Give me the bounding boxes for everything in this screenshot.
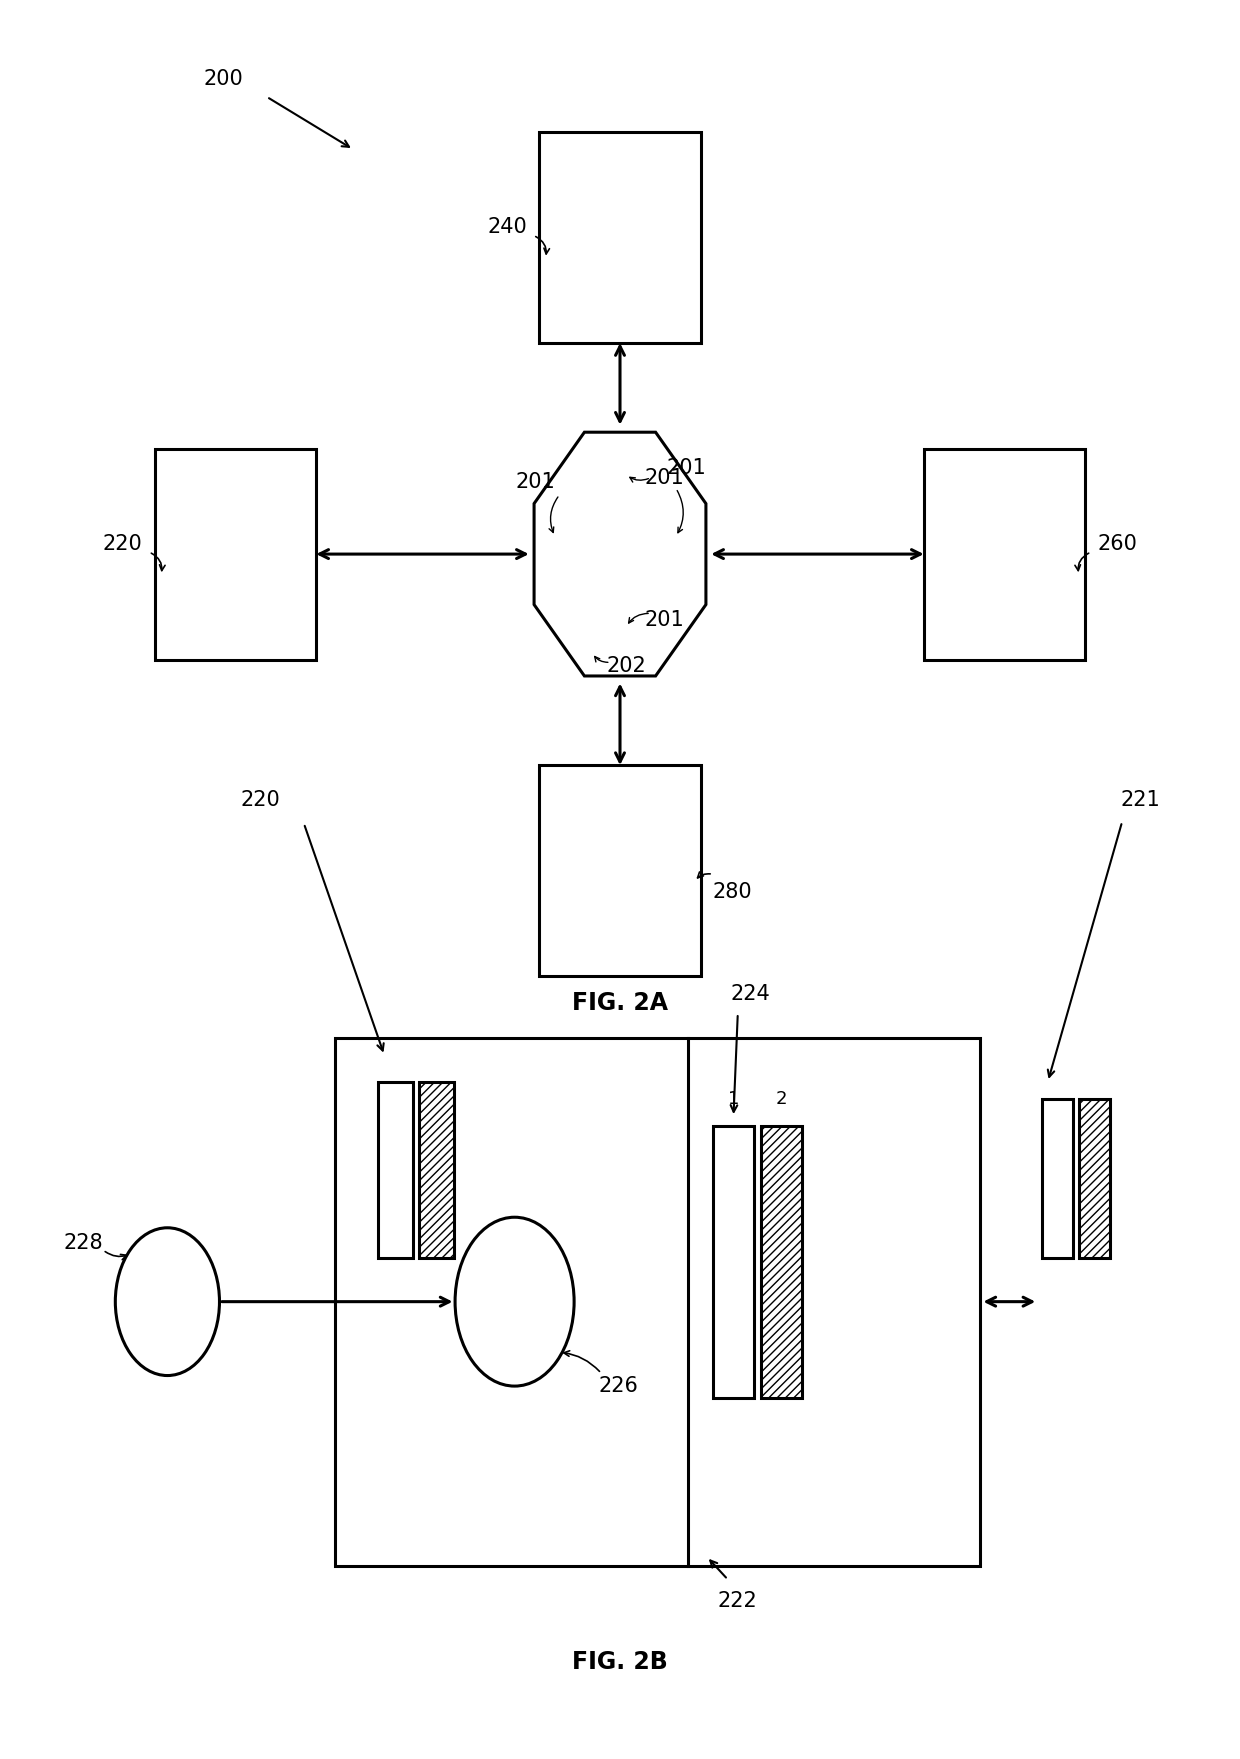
- Text: 221: 221: [1121, 790, 1161, 811]
- Polygon shape: [534, 433, 706, 675]
- Text: 226: 226: [599, 1376, 639, 1397]
- Circle shape: [115, 1228, 219, 1376]
- Text: 1: 1: [728, 1091, 739, 1108]
- Text: 2: 2: [776, 1091, 787, 1108]
- Bar: [924, 449, 1085, 660]
- Bar: [539, 132, 701, 343]
- Text: 202: 202: [606, 656, 646, 675]
- Bar: [155, 449, 316, 660]
- Circle shape: [455, 1217, 574, 1386]
- Bar: [713, 1126, 754, 1398]
- Text: 228: 228: [63, 1233, 103, 1252]
- Bar: [1042, 1099, 1073, 1258]
- Text: 201: 201: [515, 471, 556, 491]
- Text: 240: 240: [487, 216, 527, 237]
- Text: 260: 260: [1097, 533, 1137, 554]
- Text: 201: 201: [645, 468, 684, 487]
- Text: 220: 220: [103, 533, 143, 554]
- Text: 200: 200: [203, 69, 243, 90]
- Bar: [539, 765, 701, 976]
- Text: 280: 280: [713, 881, 753, 902]
- Text: 222: 222: [718, 1590, 758, 1611]
- Bar: [419, 1082, 454, 1258]
- Text: FIG. 2B: FIG. 2B: [572, 1650, 668, 1675]
- Bar: [761, 1126, 802, 1398]
- Text: 224: 224: [730, 983, 770, 1004]
- Bar: [335, 1038, 980, 1566]
- Text: 220: 220: [241, 790, 280, 811]
- Bar: [378, 1082, 413, 1258]
- Text: 201: 201: [645, 610, 684, 630]
- Bar: [761, 1126, 802, 1398]
- Text: FIG. 2A: FIG. 2A: [572, 990, 668, 1015]
- Bar: [1079, 1099, 1110, 1258]
- Bar: [419, 1082, 454, 1258]
- Bar: [1079, 1099, 1110, 1258]
- Text: 201: 201: [667, 459, 707, 478]
